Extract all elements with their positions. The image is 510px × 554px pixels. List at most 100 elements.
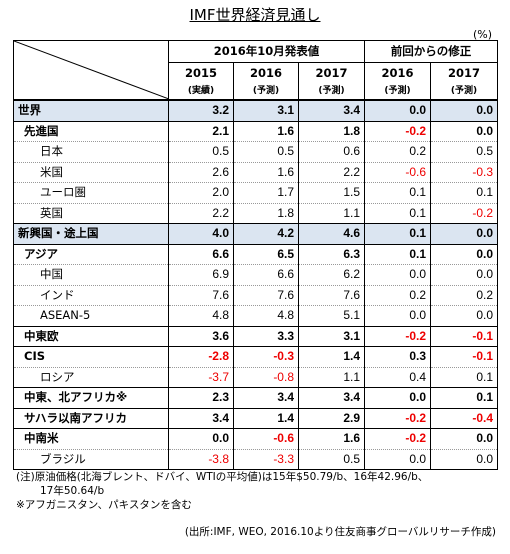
value-cell: 3.4 (233, 387, 299, 408)
value-cell: 1.8 (297, 120, 365, 142)
note-line: ※アフガニスタン、パキスタンを含む (16, 499, 192, 511)
value-cell: 1.4 (233, 407, 299, 429)
header-sub: (実績) (168, 83, 234, 102)
value-cell: 6.6 (168, 243, 234, 265)
value-cell: 3.3 (233, 325, 299, 347)
table-row: 世界 3.2 3.1 3.4 0.0 0.0 (13, 100, 499, 121)
table-row: ブラジル -3.8 -3.3 0.5 0.0 0.0 (13, 448, 499, 470)
notes: (注)原油価格(北海ブレント、ドバイ、WTIの平均値)は15年$50.79/b、… (16, 470, 428, 512)
value-cell: 3.4 (297, 100, 365, 121)
value-cell: 0.5 (430, 141, 499, 162)
value-cell: 0.1 (430, 182, 499, 203)
value-cell: 0.0 (430, 305, 499, 326)
value-cell: 0.5 (168, 141, 234, 162)
value-cell: 2.2 (168, 202, 234, 224)
table-row: 日本 0.5 0.5 0.6 0.2 0.5 (13, 141, 499, 162)
value-cell: 0.0 (168, 428, 234, 449)
diagonal-line (14, 41, 169, 99)
table-row: アジア 6.6 6.5 6.3 0.1 0.0 (13, 243, 499, 265)
value-cell: 0.0 (430, 100, 499, 121)
value-cell: 3.1 (233, 100, 299, 121)
value-cell: -2.8 (168, 346, 234, 367)
value-cell: 4.2 (233, 223, 299, 244)
value-cell: 3.2 (168, 100, 234, 121)
row-label: 中東、北アフリカ※ (13, 387, 169, 408)
value-cell: 3.1 (297, 325, 365, 347)
row-label: 中国 (13, 264, 169, 285)
value-cell: 4.8 (168, 305, 234, 326)
row-label: 世界 (13, 100, 169, 121)
header-sub: (予測) (233, 83, 299, 102)
value-cell: 0.0 (430, 243, 499, 265)
row-label: 中東欧 (13, 325, 169, 347)
value-cell: -0.2 (364, 325, 431, 347)
value-cell: -0.6 (364, 161, 431, 183)
value-cell: 3.4 (297, 387, 365, 408)
value-cell: 3.4 (168, 407, 234, 429)
value-cell: 0.0 (430, 264, 499, 285)
note-line: (注)原油価格(北海ブレント、ドバイ、WTIの平均値)は15年$50.79/b、… (16, 471, 429, 483)
value-cell: -3.8 (168, 448, 234, 470)
header-year: 2015 (168, 62, 234, 84)
value-cell: 0.1 (430, 366, 499, 388)
row-label: ロシア (13, 366, 169, 388)
row-label: 中南米 (13, 428, 169, 449)
value-cell: 0.0 (364, 305, 431, 326)
value-cell: 1.4 (297, 346, 365, 367)
header-diagonal-cell (13, 40, 169, 101)
value-cell: 0.0 (430, 448, 499, 470)
header-year: 2017 (297, 62, 365, 84)
header-year: 2016 (233, 62, 299, 84)
value-cell: 2.2 (297, 161, 365, 183)
row-label: 米国 (13, 161, 169, 183)
row-label: 新興国・途上国 (13, 223, 169, 244)
value-cell: -0.2 (364, 407, 431, 429)
value-cell: 4.8 (233, 305, 299, 326)
value-cell: 1.6 (233, 161, 299, 183)
table-row: ユーロ圏 2.0 1.7 1.5 0.1 0.1 (13, 182, 499, 203)
row-label: ユーロ圏 (13, 182, 169, 203)
value-cell: -0.2 (364, 120, 431, 142)
value-cell: 0.3 (364, 346, 431, 367)
header-group-revision: 前回からの修正 (364, 40, 499, 63)
row-label: インド (13, 284, 169, 306)
value-cell: 0.5 (233, 141, 299, 162)
table-row: 米国 2.6 1.6 2.2 -0.6 -0.3 (13, 161, 499, 183)
row-label: サハラ以南アフリカ (13, 407, 169, 429)
value-cell: 0.1 (364, 202, 431, 224)
value-cell: 3.6 (168, 325, 234, 347)
value-cell: 0.0 (364, 387, 431, 408)
table-row: 中東、北アフリカ※ 2.3 3.4 3.4 0.0 0.1 (13, 387, 499, 408)
unit-label: (%) (472, 28, 492, 41)
value-cell: -3.3 (233, 448, 299, 470)
value-cell: 0.0 (364, 264, 431, 285)
value-cell: -0.3 (430, 161, 499, 183)
header-year: 2017 (430, 62, 499, 84)
value-cell: 1.1 (297, 366, 365, 388)
header-year: 2016 (364, 62, 431, 84)
value-cell: 0.1 (364, 182, 431, 203)
value-cell: 6.9 (168, 264, 234, 285)
value-cell: -0.2 (364, 428, 431, 449)
header-sub: (予測) (430, 83, 499, 102)
value-cell: 2.3 (168, 387, 234, 408)
value-cell: 0.5 (297, 448, 365, 470)
value-cell: 1.1 (297, 202, 365, 224)
table-row: 中国 6.9 6.6 6.2 0.0 0.0 (13, 264, 499, 285)
value-cell: 6.6 (233, 264, 299, 285)
table-row: ロシア -3.7 -0.8 1.1 0.4 0.1 (13, 366, 499, 388)
value-cell: 7.6 (168, 284, 234, 306)
value-cell: 1.6 (297, 428, 365, 449)
value-cell: 0.2 (364, 141, 431, 162)
value-cell: 0.2 (430, 284, 499, 306)
value-cell: 4.0 (168, 223, 234, 244)
value-cell: 1.6 (233, 120, 299, 142)
value-cell: -0.8 (233, 366, 299, 388)
value-cell: 0.0 (364, 448, 431, 470)
value-cell: -0.3 (233, 346, 299, 367)
value-cell: 1.7 (233, 182, 299, 203)
header-sub: (予測) (297, 83, 365, 102)
value-cell: 0.6 (297, 141, 365, 162)
table-row: ASEAN-5 4.8 4.8 5.1 0.0 0.0 (13, 305, 499, 326)
row-label: 先進国 (13, 120, 169, 142)
